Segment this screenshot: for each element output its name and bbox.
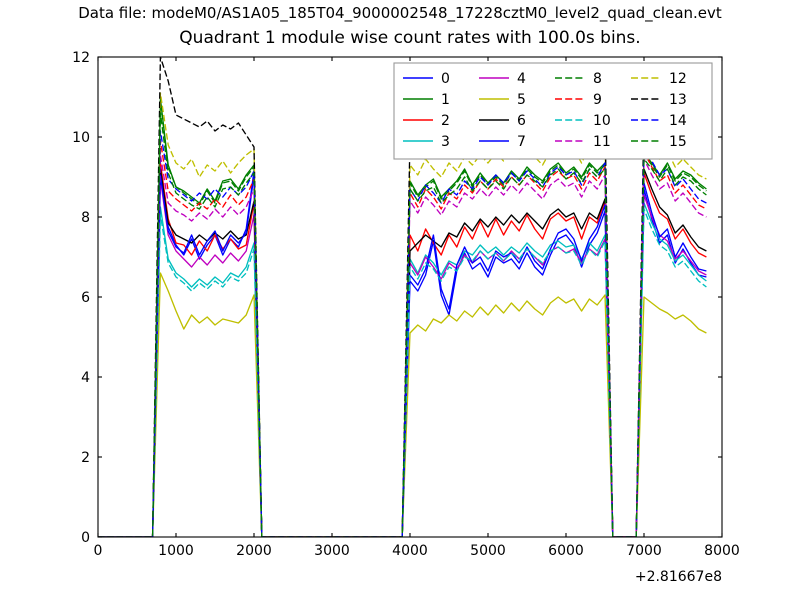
y-tick-label-4: 8 bbox=[81, 210, 90, 226]
x-tick-label-4: 4000 bbox=[392, 543, 428, 559]
x-tick-label-8: 8000 bbox=[704, 543, 740, 559]
series-line-12 bbox=[98, 92, 707, 537]
legend-box bbox=[393, 62, 713, 160]
series-line-3 bbox=[98, 202, 707, 537]
y-tick-label-5: 10 bbox=[72, 130, 90, 146]
x-tick-label-1: 1000 bbox=[158, 543, 194, 559]
series-line-5 bbox=[98, 272, 707, 537]
legend-label-12: 12 bbox=[669, 71, 687, 87]
legend-label-15: 15 bbox=[669, 134, 687, 150]
series-line-14 bbox=[98, 130, 707, 537]
figure-suptitle: Data file: modeM0/AS1A05_185T04_90000025… bbox=[78, 4, 722, 22]
legend-label-6: 6 bbox=[517, 113, 526, 129]
chart-title: Quadrant 1 module wise count rates with … bbox=[179, 28, 641, 48]
legend-label-10: 10 bbox=[593, 113, 611, 129]
series-group bbox=[98, 57, 707, 537]
x-tick-label-0: 0 bbox=[94, 543, 103, 559]
y-tick-label-1: 2 bbox=[81, 450, 90, 466]
series-line-15 bbox=[98, 112, 707, 537]
legend-label-2: 2 bbox=[441, 113, 450, 129]
legend-label-14: 14 bbox=[669, 113, 687, 129]
series-line-11 bbox=[98, 154, 707, 537]
legend-label-5: 5 bbox=[517, 92, 526, 108]
x-tick-label-6: 6000 bbox=[548, 543, 584, 559]
legend-label-3: 3 bbox=[441, 134, 450, 150]
series-line-4 bbox=[98, 178, 707, 537]
legend-label-11: 11 bbox=[593, 134, 611, 150]
x-axis-offset-label: +2.81667e8 bbox=[635, 569, 722, 585]
series-line-9 bbox=[98, 140, 707, 537]
series-line-8 bbox=[98, 100, 707, 537]
x-tick-label-5: 5000 bbox=[470, 543, 506, 559]
legend-label-7: 7 bbox=[517, 134, 526, 150]
legend-label-9: 9 bbox=[593, 92, 602, 108]
series-line-7 bbox=[98, 174, 707, 537]
x-tick-label-2: 2000 bbox=[236, 543, 272, 559]
x-tick-label-3: 3000 bbox=[314, 543, 350, 559]
y-tick-label-3: 6 bbox=[81, 290, 90, 306]
legend-label-1: 1 bbox=[441, 92, 450, 108]
legend-label-0: 0 bbox=[441, 71, 450, 87]
y-tick-label-2: 4 bbox=[81, 370, 90, 386]
legend-label-8: 8 bbox=[593, 71, 602, 87]
series-line-6 bbox=[98, 168, 707, 537]
y-tick-label-0: 0 bbox=[81, 530, 90, 546]
legend-label-13: 13 bbox=[669, 92, 687, 108]
series-line-0 bbox=[98, 166, 707, 537]
x-tick-label-7: 7000 bbox=[626, 543, 662, 559]
series-line-10 bbox=[98, 208, 707, 537]
y-tick-label-6: 12 bbox=[72, 50, 90, 66]
legend-label-4: 4 bbox=[517, 71, 526, 87]
